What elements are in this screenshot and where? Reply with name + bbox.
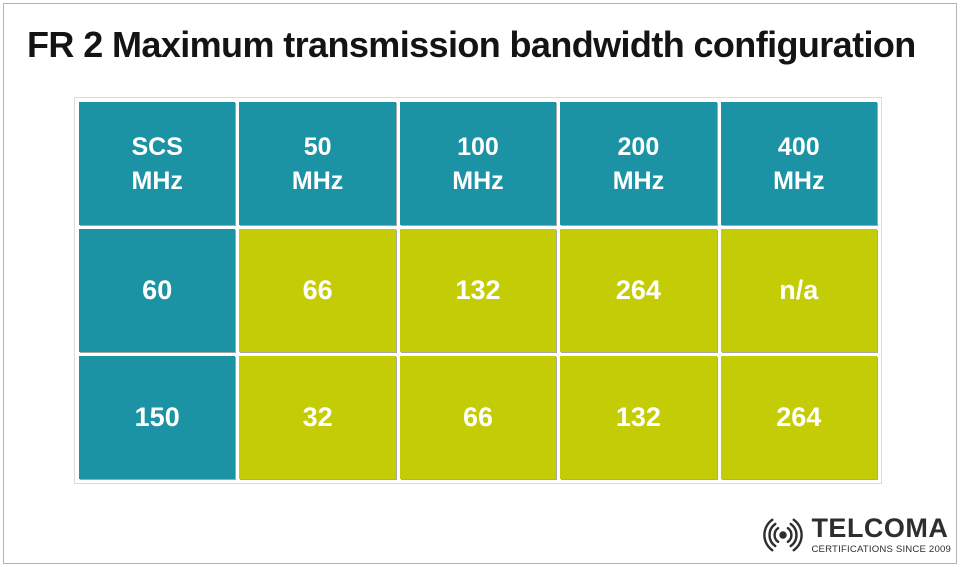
- value-cell-60-400mhz: n/a: [720, 229, 877, 352]
- value-cell-60-200mhz: 264: [560, 229, 717, 352]
- telcoma-logo: TELCOMA CERTIFICATIONS SINCE 2009: [757, 512, 951, 558]
- row-header-scs-60: 60: [79, 229, 236, 352]
- value-cell-150-50mhz: 32: [239, 356, 396, 479]
- bandwidth-table-grid: SCS MHz 50 MHz 100 MHz 200 MHz 400 MHz 6…: [79, 102, 877, 479]
- header-cell-label: MHz: [612, 166, 665, 195]
- value-cell-150-200mhz: 132: [560, 356, 717, 479]
- radio-waves-icon: [763, 518, 804, 552]
- header-cell-label: MHz: [452, 166, 504, 195]
- header-cell-label: 200: [617, 132, 660, 161]
- header-cell-label: 100: [457, 132, 499, 161]
- header-cell-100mhz: 100 MHz: [399, 102, 557, 225]
- header-cell-label: SCS: [131, 132, 183, 161]
- header-cell-200mhz: 200 MHz: [560, 102, 717, 225]
- bandwidth-table: SCS MHz 50 MHz 100 MHz 200 MHz 400 MHz 6…: [74, 97, 882, 484]
- value-cell-60-50mhz: 66: [239, 229, 396, 352]
- header-cell-400mhz: 400 MHz: [720, 102, 877, 225]
- header-cell-label: MHz: [291, 166, 344, 195]
- header-cell-scs: SCS MHz: [79, 102, 236, 225]
- row-header-scs-150: 150: [79, 356, 236, 479]
- header-cell-50mhz: 50 MHz: [239, 102, 396, 225]
- header-cell-label: 50: [303, 132, 332, 161]
- logo-text-block: TELCOMA CERTIFICATIONS SINCE 2009: [811, 513, 951, 556]
- header-cell-label: MHz: [773, 166, 825, 195]
- value-cell-60-100mhz: 132: [399, 229, 557, 352]
- slide-title: FR 2 Maximum transmission bandwidth conf…: [27, 24, 916, 65]
- header-cell-label: 400: [777, 132, 820, 161]
- header-cell-label: MHz: [131, 166, 183, 195]
- value-cell-150-400mhz: 264: [720, 356, 877, 479]
- logo-name: TELCOMA: [811, 513, 949, 543]
- value-cell-150-100mhz: 66: [399, 356, 557, 479]
- logo-tagline: CERTIFICATIONS SINCE 2009: [811, 544, 951, 555]
